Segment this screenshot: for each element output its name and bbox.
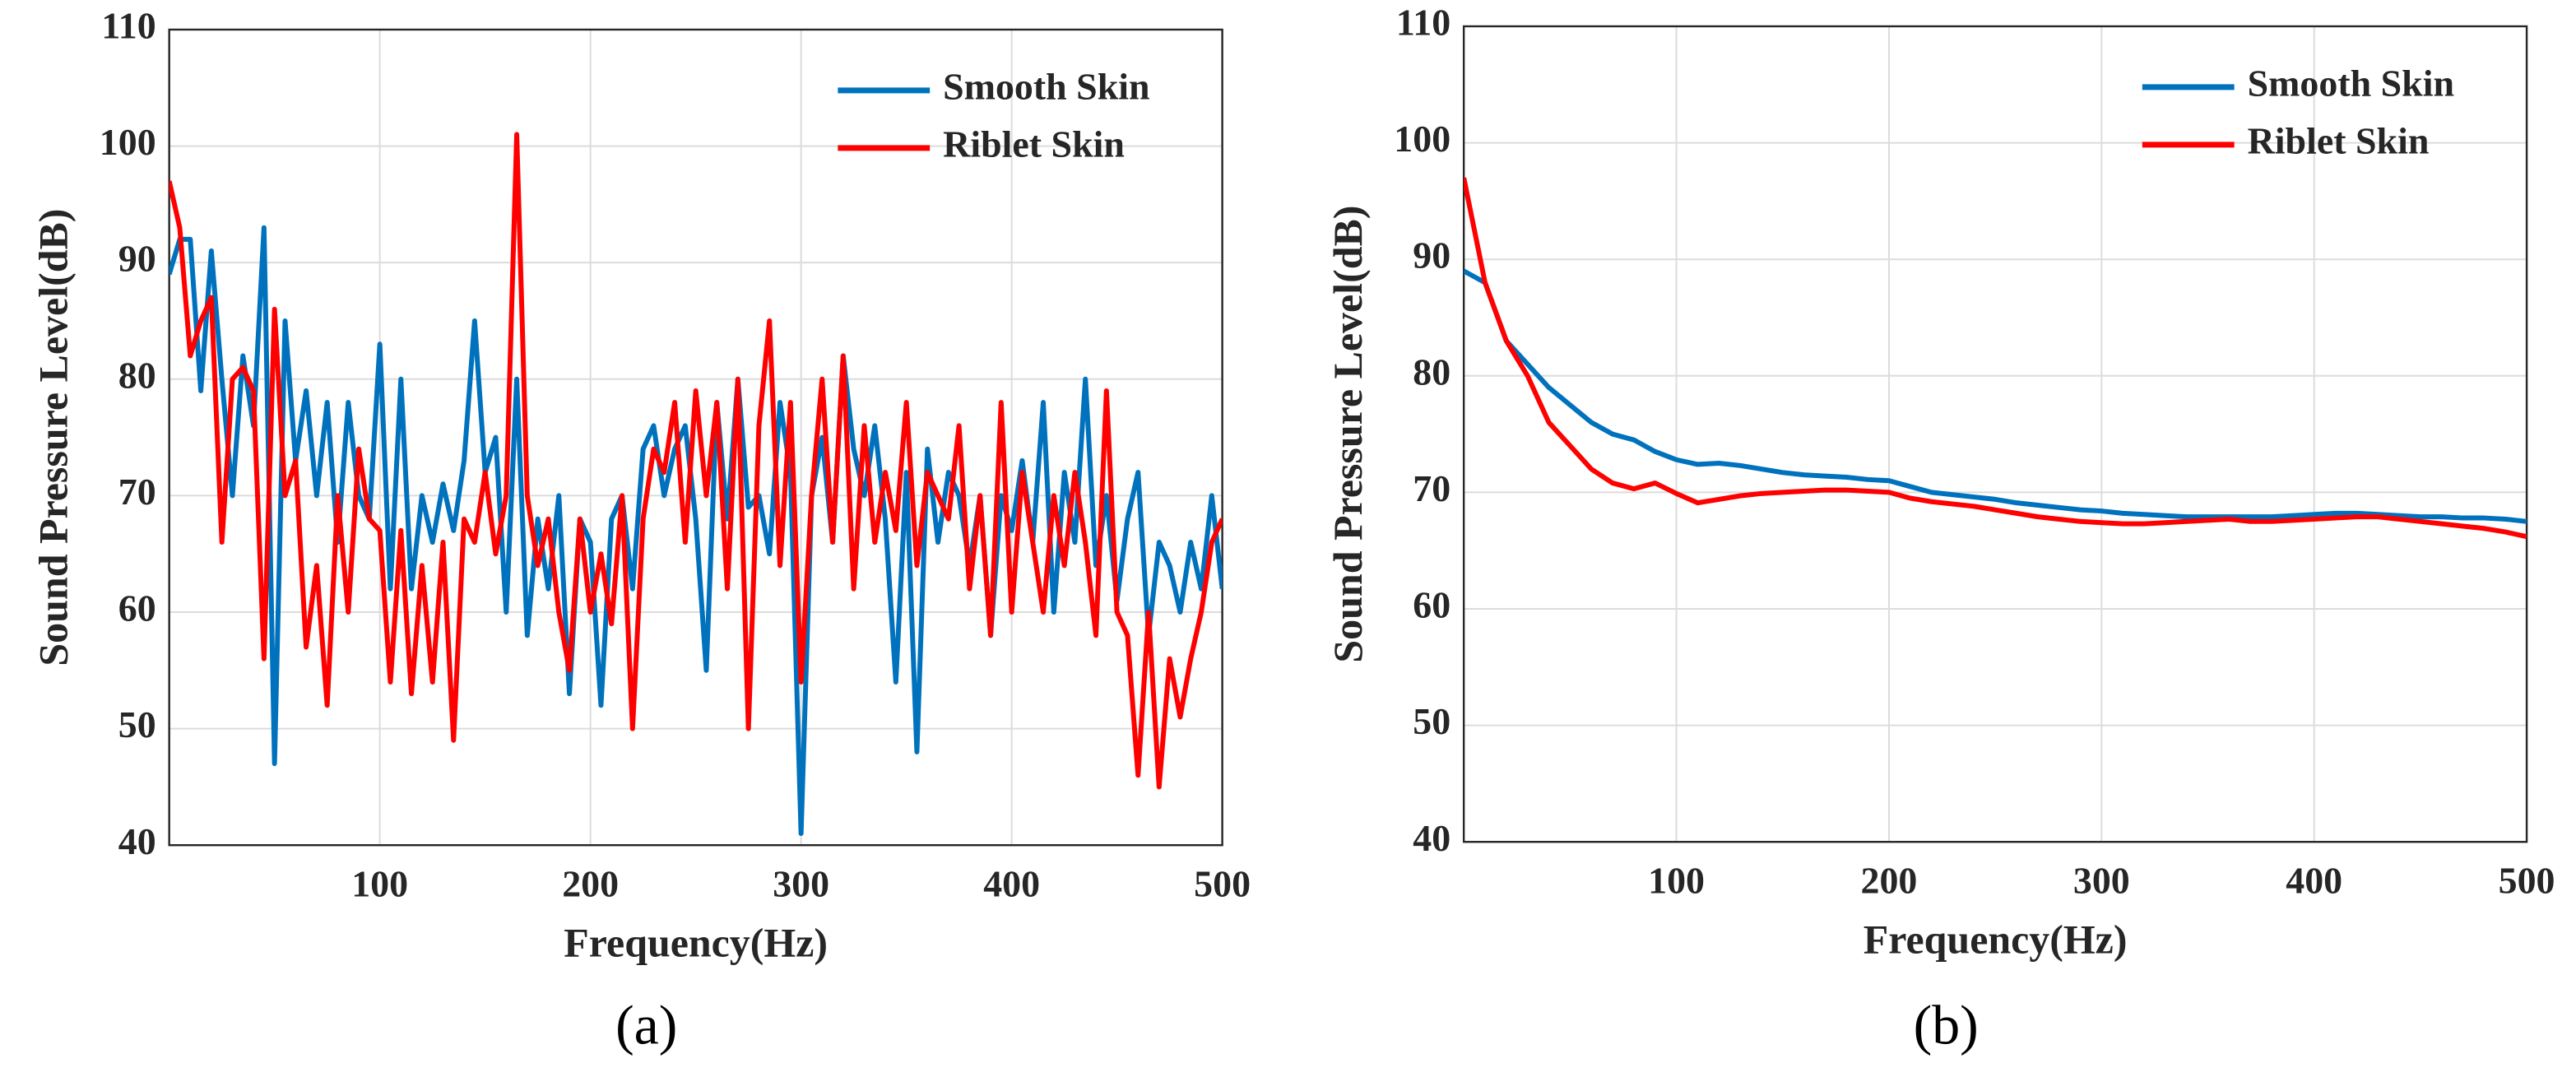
panel-label: (b) xyxy=(1914,994,1979,1056)
y-axis-label: Sound Pressure Level(dB) xyxy=(1325,206,1371,663)
plot-frame xyxy=(168,28,1223,847)
y-tick-label: 60 xyxy=(1413,584,1450,626)
y-tick-label: 50 xyxy=(1413,700,1450,742)
x-tick-label: 300 xyxy=(2073,860,2130,902)
x-tick-label: 400 xyxy=(983,863,1040,905)
x-tick-label: 200 xyxy=(562,863,619,905)
panel-label: (a) xyxy=(615,994,677,1056)
y-tick-label: 100 xyxy=(1394,118,1450,160)
x-tick-label: 400 xyxy=(2286,860,2342,902)
x-tick-label: 500 xyxy=(1194,863,1251,905)
x-tick-label: 100 xyxy=(1648,860,1705,902)
series-line xyxy=(1464,268,2527,524)
y-tick-label: 80 xyxy=(1413,350,1450,392)
x-tick-label: 200 xyxy=(1860,860,1917,902)
y-tick-label: 90 xyxy=(118,238,156,280)
series-line xyxy=(169,132,1223,790)
x-tick-label: 500 xyxy=(2499,860,2555,902)
y-tick-label: 110 xyxy=(1396,2,1450,44)
plot-frame xyxy=(1462,25,2528,843)
x-tick-label: 100 xyxy=(351,863,408,905)
series-line xyxy=(169,225,1223,837)
y-axis-label: Sound Pressure Level(dB) xyxy=(30,209,76,666)
legend-label: Smooth Skin xyxy=(2248,62,2454,104)
y-tick-label: 80 xyxy=(118,354,156,396)
y-tick-label: 60 xyxy=(118,587,156,629)
y-tick-label: 70 xyxy=(1413,467,1450,509)
y-tick-label: 70 xyxy=(118,471,156,513)
y-tick-label: 90 xyxy=(1413,234,1450,276)
y-tick-label: 50 xyxy=(118,703,156,745)
legend-label: Riblet Skin xyxy=(943,123,1125,165)
y-tick-label: 40 xyxy=(1413,817,1450,859)
legend-label: Smooth Skin xyxy=(943,65,1149,107)
y-tick-label: 40 xyxy=(118,820,156,862)
legend-label: Riblet Skin xyxy=(2248,119,2430,161)
y-tick-label: 100 xyxy=(100,121,156,163)
y-tick-label: 110 xyxy=(101,5,155,47)
series-line xyxy=(1464,177,2527,540)
x-tick-label: 300 xyxy=(773,863,829,905)
x-axis-label: Frequency(Hz) xyxy=(1864,917,2128,963)
x-axis-label: Frequency(Hz) xyxy=(564,920,828,966)
